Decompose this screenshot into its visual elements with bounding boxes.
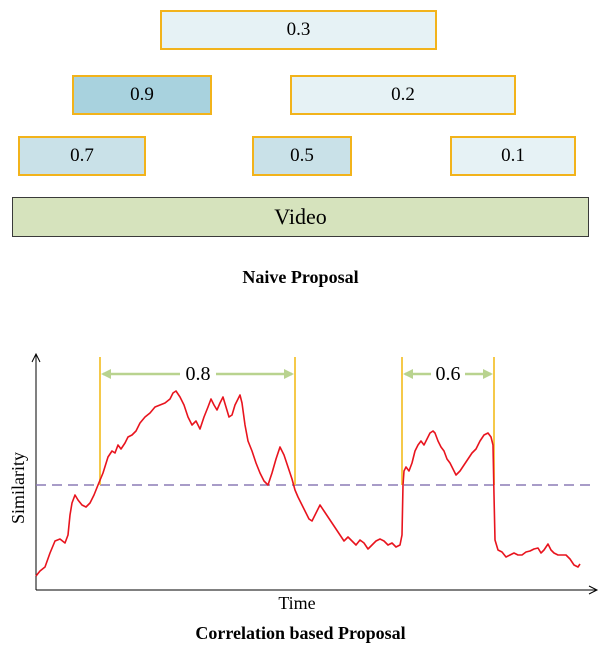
video-bar: Video <box>12 197 589 237</box>
proposal-box-1: 0.3 <box>160 10 437 50</box>
proposal-box-2: 0.9 <box>72 75 212 115</box>
y-axis-label: Similarity <box>8 452 28 524</box>
proposal-box-6: 0.1 <box>450 136 576 176</box>
interval-2-arrowhead-left <box>403 369 413 379</box>
proposal-score: 0.2 <box>391 84 415 105</box>
proposal-score: 0.7 <box>70 145 94 166</box>
correlation-caption: Correlation based Proposal <box>195 623 406 643</box>
video-label: Video <box>274 204 327 229</box>
interval-1-arrowhead-left <box>101 369 111 379</box>
interval-2-arrowhead-right <box>483 369 493 379</box>
x-axis-label: Time <box>278 593 315 613</box>
proposal-box-4: 0.7 <box>18 136 146 176</box>
interval-2-label-bg <box>431 362 465 384</box>
x-axis-arrowhead <box>588 585 599 595</box>
proposal-box-3: 0.2 <box>290 75 516 115</box>
interval-1-score: 0.8 <box>186 363 211 385</box>
interval-1-label-bg <box>180 362 216 384</box>
proposal-score: 0.3 <box>286 19 311 40</box>
proposal-score: 0.1 <box>501 145 525 166</box>
similarity-plot: 0.8 0.6 Time Similarity <box>8 352 599 613</box>
naive-caption: Naive Proposal <box>242 267 359 287</box>
proposal-score: 0.5 <box>290 145 314 166</box>
y-axis-arrowhead <box>31 352 41 363</box>
proposal-score: 0.9 <box>130 84 154 105</box>
interval-2-score: 0.6 <box>436 363 461 385</box>
interval-1-arrowhead-right <box>284 369 294 379</box>
proposal-box-5: 0.5 <box>252 136 352 176</box>
similarity-curve <box>35 390 581 577</box>
